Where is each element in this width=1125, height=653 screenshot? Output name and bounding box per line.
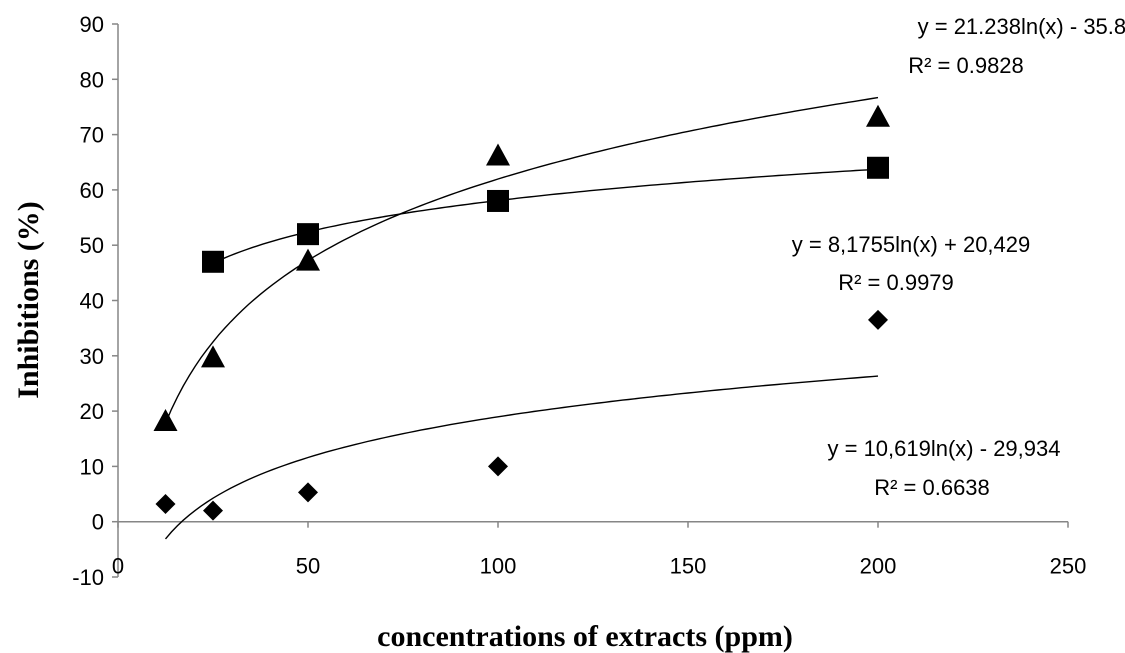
r2-triangle: R² = 0.9828: [908, 53, 1024, 78]
marker-diamond: [868, 309, 888, 330]
y-tick-label: 90: [80, 12, 104, 37]
y-tick-label: 0: [92, 510, 104, 535]
trendline-diamond: [164, 375, 879, 540]
x-axis-label: concentrations of extracts (ppm): [377, 620, 793, 653]
y-tick-label: 60: [80, 178, 104, 203]
marker-diamond: [203, 500, 223, 521]
x-tick-label: 100: [480, 554, 517, 579]
trendline-square: [212, 168, 879, 264]
marker-diamond: [298, 482, 318, 503]
marker-diamond: [488, 456, 508, 477]
axes: -10 0 10 20 30 40 50 60 70 80 90 0 50 100 150 200 250: [72, 12, 1086, 590]
y-tick-label: 20: [80, 399, 104, 424]
x-tick-label: 150: [670, 554, 707, 579]
y-tick-label: 10: [80, 454, 104, 479]
x-tick-label: 50: [296, 554, 320, 579]
marker-square: [867, 156, 889, 179]
y-tick-label: 50: [80, 233, 104, 258]
x-tick-label: 200: [860, 554, 897, 579]
x-tick-label: 0: [112, 554, 124, 579]
r2-square: R² = 0.9979: [838, 270, 954, 295]
marker-triangle: [153, 408, 178, 431]
equation-triangle: y = 21.238ln(x) - 35.84: [918, 14, 1125, 39]
marker-square: [297, 223, 319, 246]
markers: [153, 104, 890, 521]
marker-triangle: [201, 345, 225, 368]
equations: y = 21.238ln(x) - 35.84 R² = 0.9828 y = …: [792, 14, 1125, 500]
equation-diamond: y = 10,619ln(x) - 29,934: [828, 436, 1061, 461]
marker-triangle: [866, 104, 890, 127]
y-axis-label: Inhibitions (%): [12, 201, 45, 399]
r2-diamond: R² = 0.6638: [874, 475, 990, 500]
y-tick-label: 40: [80, 289, 104, 314]
marker-square: [202, 250, 224, 273]
equation-square: y = 8,1755ln(x) + 20,429: [792, 232, 1031, 257]
x-tick-label: 250: [1050, 554, 1087, 579]
marker-triangle: [486, 143, 510, 166]
y-tick-label: 80: [80, 67, 104, 92]
trendline-triangle: [164, 96, 879, 424]
y-tick-label: 30: [80, 344, 104, 369]
marker-diamond: [155, 494, 176, 515]
marker-triangle: [296, 248, 320, 271]
y-tick-label: -10: [72, 565, 104, 590]
trendlines: [164, 96, 879, 540]
y-tick-label: 70: [80, 123, 104, 148]
marker-square: [487, 189, 509, 212]
